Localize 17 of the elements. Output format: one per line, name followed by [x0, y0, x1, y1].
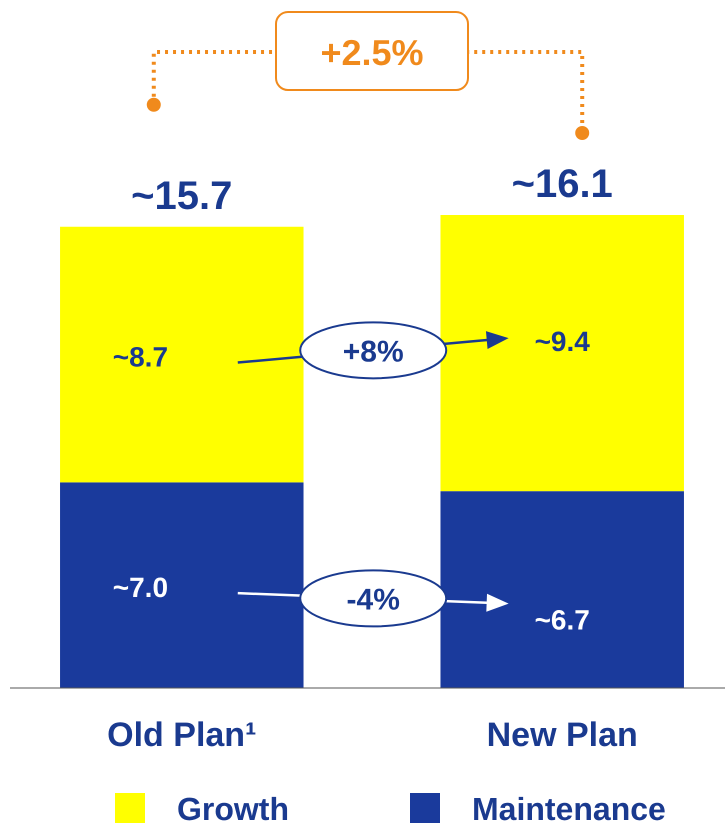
legend-label: Growth [177, 791, 289, 825]
text: +2.5% [320, 32, 424, 73]
bar [60, 482, 304, 688]
total-label: ~15.7 [131, 174, 232, 218]
x-tick-label: Old Plan¹ [107, 716, 256, 754]
legend-label: Maintenance [472, 791, 666, 825]
bar [440, 215, 684, 492]
x-tick-label: New Plan [486, 716, 638, 754]
annotation: +8% [342, 335, 404, 368]
data-label: ~7.0 [112, 572, 168, 604]
annotation: -4% [346, 583, 400, 616]
bar [440, 491, 684, 688]
data-label: ~6.7 [534, 604, 590, 636]
data-label: ~9.4 [534, 326, 590, 358]
bar [60, 226, 304, 482]
data-label: ~8.7 [112, 342, 168, 373]
total-label: ~16.1 [512, 162, 613, 206]
